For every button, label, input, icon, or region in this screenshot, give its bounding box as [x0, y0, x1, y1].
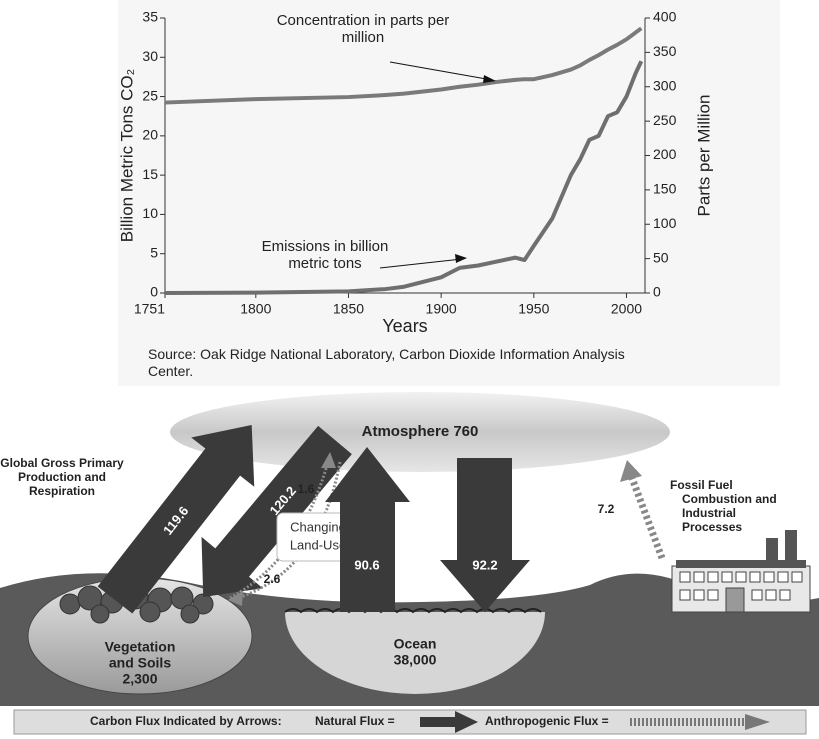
y2-axis-label: Parts per Million	[694, 95, 713, 217]
flux-value: 92.2	[472, 557, 497, 572]
flux-value: 2.6	[264, 572, 281, 586]
fossil-arrow	[628, 476, 666, 560]
y2-tick-label: 150	[653, 181, 677, 197]
legend-natural: Natural Flux =	[315, 714, 395, 728]
annotation-arrowhead	[483, 75, 496, 83]
landuse-down-arrow	[237, 461, 342, 600]
flux-value: 1.6	[298, 482, 315, 496]
ocean-label: Ocean	[394, 636, 437, 652]
x-tick-label: 1900	[426, 301, 457, 317]
ocean-pool	[285, 612, 545, 694]
line-series	[164, 26, 643, 105]
legend-anthropogenic: Anthropogenic Flux =	[485, 714, 609, 728]
ocean-down-arrow	[440, 458, 530, 612]
x-axis-label: Years	[382, 316, 427, 336]
x-tick-label: 1850	[333, 301, 364, 317]
arrowhead	[228, 591, 243, 606]
chart-background	[118, 0, 780, 386]
y-tick-label: 0	[150, 284, 158, 300]
y-tick-label: 5	[150, 244, 158, 260]
gpp-label: Production and	[18, 470, 106, 484]
y-tick-label: 30	[142, 48, 158, 64]
fossil-label: Combustion and	[682, 492, 777, 506]
y-tick-label: 20	[142, 127, 158, 143]
carbon-cycle-diagram: 119.6 120.2 Changing Land-Use 1.6 2.6 90…	[0, 392, 819, 735]
landuse-label: Changing	[290, 519, 346, 534]
fossil-label: Processes	[682, 520, 742, 534]
atmosphere	[170, 392, 670, 472]
annotation-arrow	[379, 258, 463, 269]
y-tick-label: 10	[142, 205, 158, 221]
gpp-label: Global Gross Primary	[0, 456, 124, 470]
x-tick-label: 2000	[611, 301, 642, 317]
annotation-arrow	[389, 61, 493, 81]
legend-natural-arrow	[420, 711, 478, 733]
y2-tick-label: 350	[653, 43, 677, 59]
flux-value: 90.6	[354, 557, 379, 572]
y2-tick-label: 200	[653, 146, 677, 162]
vegetation-label: and Soils	[109, 655, 171, 671]
y2-tick-label: 300	[653, 77, 677, 93]
x-tick-label: 1800	[240, 301, 271, 317]
landuse-label: Land-Use	[290, 537, 346, 552]
y-tick-label: 35	[142, 9, 158, 25]
arrowhead	[745, 714, 770, 730]
x-tick-label: 1950	[518, 301, 549, 317]
waves	[284, 608, 542, 614]
fossil-label: Fossil Fuel	[670, 478, 733, 492]
vegetation-label: Vegetation	[105, 639, 176, 655]
y2-tick-label: 50	[653, 249, 669, 265]
annotation-arrowhead	[455, 254, 467, 263]
fossil-label: Industrial	[682, 506, 736, 520]
line-series	[164, 60, 644, 295]
y-axis-label: Billion Metric Tons CO₂	[117, 69, 136, 243]
x-tick-label: 1751	[134, 301, 165, 317]
y2-tick-label: 250	[653, 112, 677, 128]
gpp-label: Respiration	[29, 484, 95, 498]
arrowhead	[620, 460, 642, 482]
legend-title: Carbon Flux Indicated by Arrows:	[90, 714, 282, 728]
annotation: Emissions in billion metric tons	[261, 238, 389, 272]
y2-tick-label: 0	[653, 284, 661, 300]
vegetation-value: 2,300	[122, 671, 157, 687]
arrowhead	[321, 452, 336, 468]
y2-tick-label: 100	[653, 215, 677, 231]
gpp-up-arrow: 119.6	[97, 425, 255, 614]
gpp-down-arrow: 120.2	[201, 425, 352, 598]
line-chart: 0510152025303505010015020025030035040017…	[117, 9, 713, 336]
ocean-up-arrow	[325, 447, 410, 612]
y2-tick-label: 400	[653, 9, 677, 25]
flux-value: 7.2	[598, 502, 615, 516]
ocean-value: 38,000	[394, 652, 437, 668]
factory	[671, 530, 811, 613]
annotation: Concentration in parts per million	[276, 12, 450, 46]
source-note: Source: Oak Ridge National Laboratory, C…	[148, 346, 625, 379]
atmosphere-label: Atmosphere 760	[362, 423, 479, 440]
y-tick-label: 15	[142, 166, 158, 182]
y-tick-label: 25	[142, 87, 158, 103]
